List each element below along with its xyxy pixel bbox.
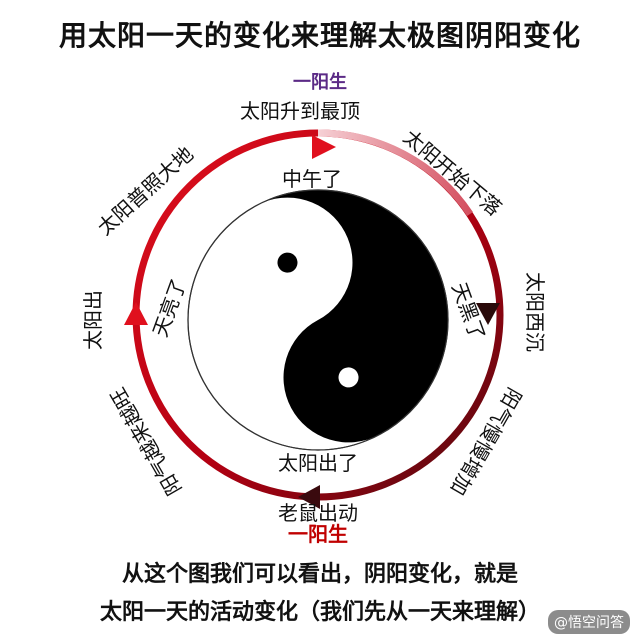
label-outer-bottom: 老鼠出动 bbox=[278, 501, 358, 525]
label-outer-upper-right: 太阳开始下落 bbox=[399, 125, 506, 221]
yin-half bbox=[256, 190, 448, 443]
label-outer-lower-left: 阳气越来越旺 bbox=[106, 384, 187, 500]
page-title: 用太阳一天的变化来理解太极图阴阳变化 bbox=[58, 19, 581, 52]
label-outer-lower-right: 阳气慢慢增加 bbox=[446, 384, 527, 500]
marker-bottom: 一阳生 bbox=[288, 522, 348, 546]
watermark: @悟空问答 bbox=[548, 610, 630, 634]
footer-line-2: 太阳一天的活动变化（我们先从一天来理解） bbox=[99, 600, 540, 625]
arrow-bottom-icon bbox=[298, 485, 320, 509]
inner-circle-outline bbox=[187, 189, 449, 451]
label-inner-top: 中午了 bbox=[282, 167, 342, 191]
yang-dot bbox=[277, 252, 298, 273]
label-inner-bottom: 太阳出了 bbox=[278, 451, 358, 475]
marker-top: 一阳生 bbox=[293, 71, 347, 93]
taiji-symbol bbox=[256, 190, 448, 443]
outer-ring-light-segment bbox=[317, 129, 473, 216]
label-outer-right: 太阳西沉 bbox=[523, 272, 547, 352]
label-outer-top: 太阳升到最顶 bbox=[240, 99, 360, 123]
arrow-right-icon bbox=[476, 303, 500, 325]
label-outer-left: 太阳出 bbox=[81, 290, 105, 350]
yin-dot bbox=[338, 367, 359, 388]
arrow-top-icon bbox=[312, 135, 336, 159]
footer-line-1: 从这个图我们可以看出，阴阳变化，就是 bbox=[121, 562, 518, 587]
label-inner-left: 天亮了 bbox=[148, 275, 191, 340]
arrow-left-icon bbox=[124, 302, 148, 325]
